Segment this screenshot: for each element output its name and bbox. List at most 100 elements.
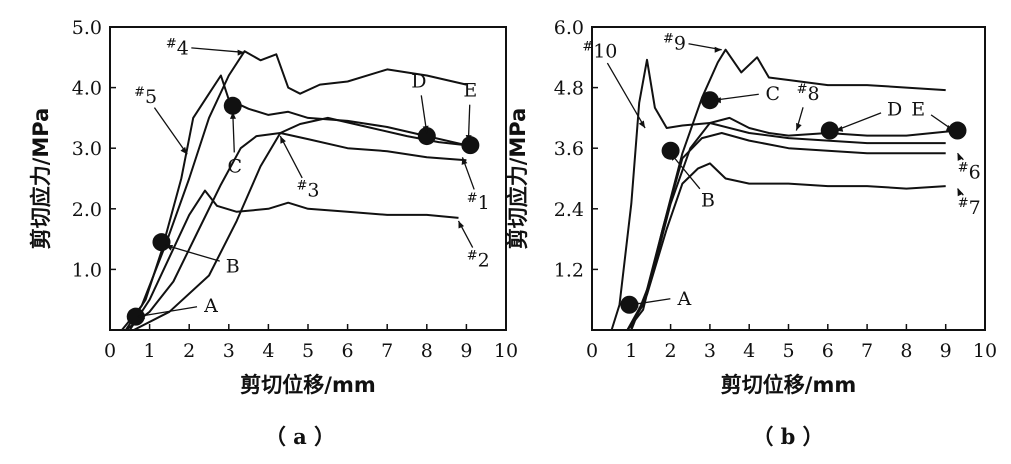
x-tick-label: 6: [342, 340, 354, 362]
annotation-label: #8: [797, 82, 820, 105]
annotation-label: #5: [134, 85, 157, 108]
annotation-arrowhead: [458, 220, 465, 229]
annotation-label: #4: [166, 36, 189, 59]
annotation-label: C: [766, 83, 781, 105]
x-tick-label: 5: [782, 340, 794, 362]
x-tick-label: 8: [900, 340, 912, 362]
series-line-n7: [626, 162, 946, 331]
series-line-n3: [133, 116, 467, 331]
x-tick-label: 8: [421, 340, 433, 362]
y-axis-label: 剪切应力/MPa: [506, 108, 530, 250]
annotation-label: B: [701, 189, 715, 211]
x-tick-label: 10: [494, 340, 518, 362]
x-tick-label: 3: [704, 340, 716, 362]
annotation-arrowhead: [229, 111, 236, 119]
annotation-label: A: [203, 295, 218, 317]
series-line-n10: [610, 58, 946, 331]
marker-point-C: [223, 96, 242, 115]
annotation-arrow: [670, 152, 701, 190]
x-tick-label: 2: [183, 340, 195, 362]
x-tick-label: 2: [665, 340, 677, 362]
annotation-arrowhead: [835, 125, 844, 132]
annotation-label: #3: [297, 179, 320, 202]
annotation-arrow: [606, 62, 646, 129]
annotation-arrowhead: [461, 157, 468, 165]
annotation-arrowhead: [670, 153, 678, 161]
annotation-arrowhead: [714, 46, 722, 53]
x-tick-label: 1: [625, 340, 637, 362]
annotation-label: #10: [582, 39, 617, 62]
annotation-arrowhead: [796, 122, 802, 131]
annotation-arrow: [191, 47, 245, 54]
annotation-label: E: [911, 98, 925, 120]
x-tick-label: 9: [940, 340, 952, 362]
x-tick-label: 7: [861, 340, 873, 362]
y-tick-label: 2.0: [72, 199, 102, 221]
marker-point-E: [461, 136, 480, 155]
annotation-label: #6: [958, 161, 981, 184]
x-tick-label: 10: [973, 340, 997, 362]
annotation-label: A: [676, 288, 691, 310]
y-tick-label: 4.0: [72, 78, 102, 100]
marker-point-D: [417, 127, 436, 146]
annotation-arrowhead: [957, 188, 964, 197]
series-line-n4: [121, 50, 467, 331]
marker-point-A: [620, 295, 639, 314]
series-line-n6: [626, 132, 946, 331]
annotation-arrowhead: [137, 313, 145, 320]
annotation-arrowhead: [465, 135, 472, 143]
marker-point-E: [948, 121, 967, 140]
annotation-label: #1: [467, 191, 490, 214]
x-tick-label: 0: [586, 340, 598, 362]
annotation-arrowhead: [422, 125, 429, 134]
series-line-n8: [630, 116, 958, 331]
plot-frame: [109, 26, 507, 331]
x-tick-label: 4: [743, 340, 755, 362]
y-tick-label: 1.2: [554, 259, 584, 281]
y-tick-label: 6.0: [554, 17, 584, 39]
y-tick-label: 3.0: [72, 138, 102, 160]
x-axis-label: 剪切位移/mm: [240, 373, 375, 397]
annotation-arrow: [153, 107, 188, 155]
x-tick-label: 3: [223, 340, 235, 362]
marker-point-B: [152, 233, 171, 252]
y-tick-label: 5.0: [72, 17, 102, 39]
series-line-n5: [124, 74, 467, 331]
x-axis-label: 剪切位移/mm: [721, 373, 856, 397]
chart-panel-b: 0 1 2 3 4 5 6 7 8 9 10 1.2 2.4 3.6 4.8 6.0 剪切位移/mm 剪切应力/M…: [506, 17, 997, 449]
annotation-label: B: [226, 255, 240, 277]
marker-point-B: [661, 141, 680, 160]
x-tick-label: 1: [144, 340, 156, 362]
series-line-n2: [128, 189, 459, 331]
series-line-n9: [626, 48, 946, 331]
y-axis-label: 剪切应力/MPa: [29, 108, 53, 250]
annotation-arrowhead: [957, 153, 964, 161]
annotation-arrowhead: [180, 146, 188, 155]
annotation-label: #7: [958, 196, 981, 219]
annotation-label: C: [227, 155, 242, 177]
annotation-arrow: [279, 135, 303, 179]
x-tick-label: 5: [302, 340, 314, 362]
annotation-label: D: [411, 71, 426, 93]
annotation-arrow: [713, 93, 759, 101]
marker-point-A: [126, 307, 145, 326]
annotation-arrow: [835, 112, 882, 132]
y-tick-label: 4.8: [554, 78, 584, 100]
annotation-arrowhead: [945, 125, 954, 131]
annotation-label: E: [463, 80, 477, 102]
x-tick-label: 4: [262, 340, 274, 362]
y-tick-label: 2.4: [554, 199, 584, 221]
marker-point-C: [700, 91, 719, 110]
x-tick-label: 6: [822, 340, 834, 362]
annotation-arrow: [165, 244, 220, 262]
annotation-label: #9: [663, 32, 686, 55]
annotation-label: D: [887, 98, 902, 120]
annotation-arrowhead: [638, 120, 646, 128]
chart-panel-a: 0 1 2 3 4 5 6 7 8 9 10 1.0 2.0 3.0 4.0 5.0 剪切位移/mm 剪切应力/M…: [29, 17, 518, 449]
panel-label: （ a ）: [265, 424, 335, 449]
annotation-arrowhead: [631, 301, 639, 308]
panel-label: （ b ）: [752, 424, 823, 449]
y-tick-label: 3.6: [554, 138, 584, 160]
y-tick-label: 1.0: [72, 259, 102, 281]
